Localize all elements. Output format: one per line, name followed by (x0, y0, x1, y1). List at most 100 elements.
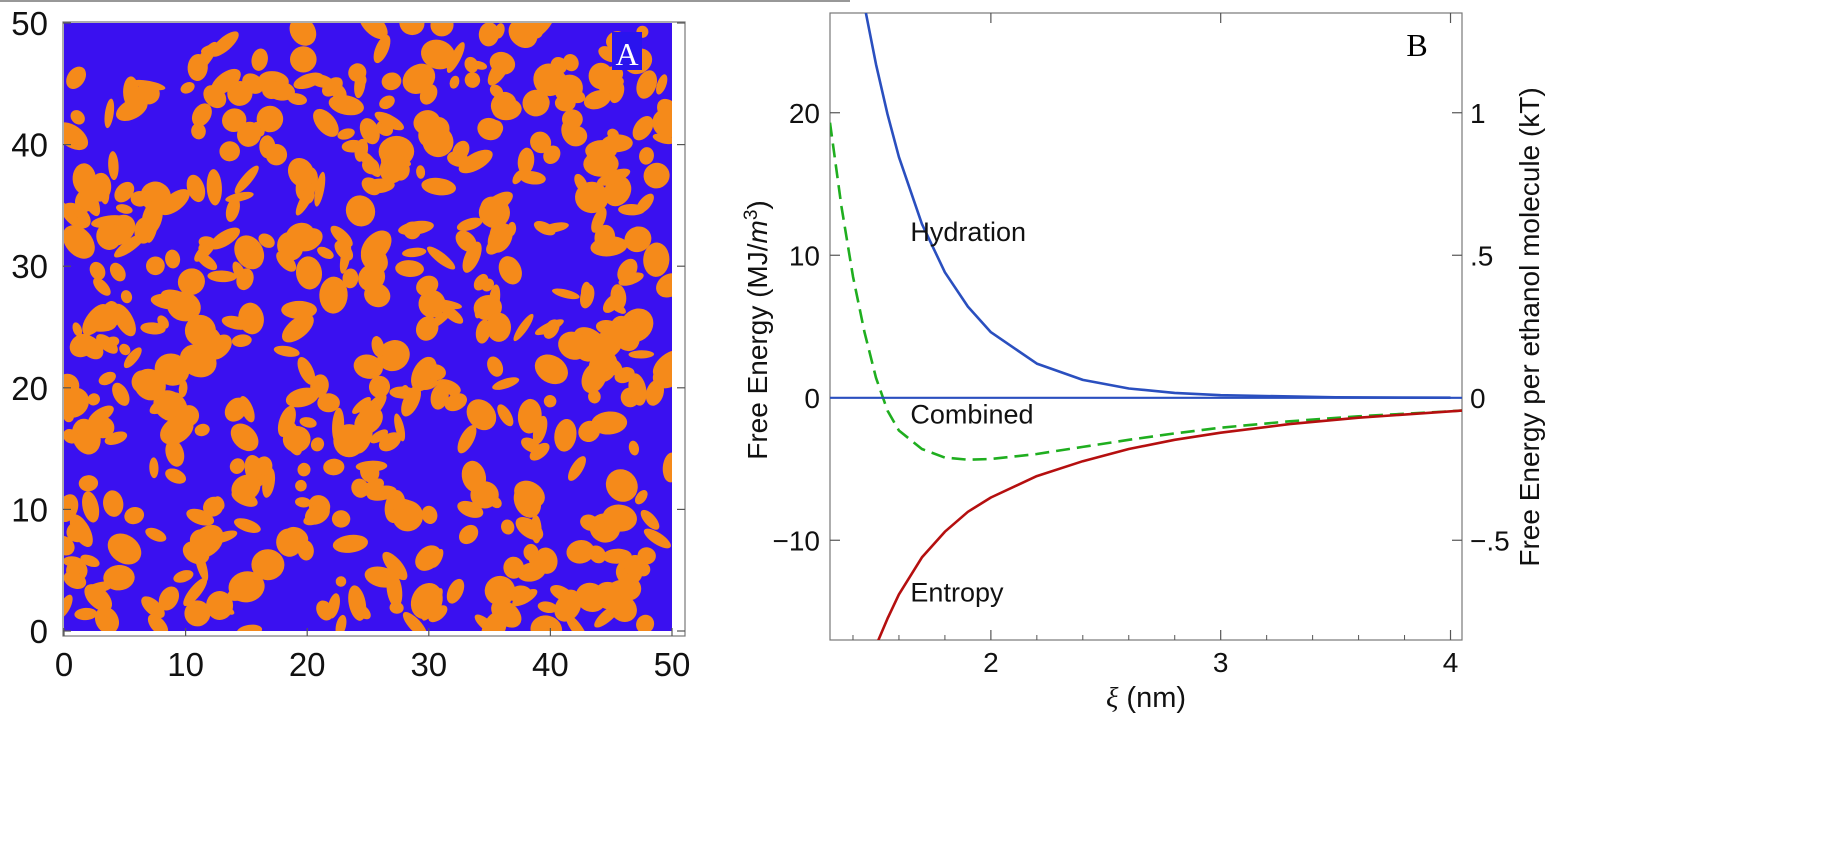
phase-b-domain (581, 361, 607, 394)
phase-b-domain (334, 240, 354, 261)
phase-b-domain (610, 315, 640, 352)
phase-b-domain (236, 624, 263, 631)
phase-b-domain (64, 122, 89, 151)
phase-b-domain (461, 460, 487, 493)
phase-b-domain (165, 439, 185, 467)
y-axis-label-left: Free Energy (MJ/m3) (741, 200, 773, 460)
y-tick-right-label: 1 (1470, 98, 1486, 129)
phase-b-domain (643, 528, 671, 549)
phase-b-domain (149, 457, 159, 479)
phase-b-domain (80, 554, 100, 568)
panel-b-series-labels: Hydration Combined Entropy (910, 217, 1033, 608)
phase-b-domain (141, 200, 163, 236)
phase-b-domain (449, 75, 460, 89)
phase-b-domain (452, 140, 470, 161)
phase-b-domain (79, 182, 101, 217)
y-tick-label: 0 (804, 383, 820, 414)
phase-b-domain (466, 399, 497, 431)
phase-b-domain (147, 614, 169, 631)
phase-b-domain (471, 60, 488, 70)
phase-b-domain (643, 162, 670, 189)
phase-b-domain (321, 77, 343, 97)
phase-b-domain (398, 220, 434, 236)
y-tick-right-label: 0 (1470, 383, 1486, 414)
phase-b-domain (492, 98, 522, 121)
phase-b-domain (224, 397, 248, 422)
panel-b-frame (829, 12, 1463, 641)
phase-b-domain (533, 90, 550, 108)
phase-b-domain (579, 284, 595, 309)
phase-b-domain (382, 551, 408, 581)
phase-b-domain (98, 371, 116, 386)
phase-b-domain (173, 570, 194, 583)
phase-b-domain (186, 174, 206, 203)
phase-b-domain (415, 316, 439, 341)
phase-b-domain (351, 478, 369, 498)
y-tick-label: 20 (11, 370, 48, 407)
phase-b-domain (519, 171, 546, 185)
x-tick-label: 0 (55, 646, 73, 683)
phase-b-domain (232, 261, 247, 283)
entropy-curve (877, 409, 1462, 640)
phase-b-domain (530, 131, 552, 154)
phase-b-domain (494, 23, 505, 39)
phase-b-domain (335, 576, 347, 587)
phase-b-domain (534, 354, 568, 385)
phase-b-domain (559, 589, 580, 610)
phase-b-domain (262, 467, 276, 498)
phase-b-domain (284, 526, 309, 547)
phase-b-domain (141, 596, 165, 619)
phase-b-domain (64, 201, 81, 229)
y-tick-label: 40 (11, 127, 48, 164)
phase-b-domain (557, 606, 567, 617)
phase-b-domain (335, 614, 347, 631)
phase-b-domain (636, 614, 655, 631)
panel-a-label: A (615, 36, 638, 72)
y-axis-label-right: Free Energy per ethanol molecule (kT) (1514, 87, 1545, 566)
y-tick-label: 30 (11, 248, 48, 285)
phase-b-domain (64, 429, 79, 444)
phase-b-domain (458, 524, 479, 545)
phase-b-domain (225, 197, 240, 222)
phase-b-domain (601, 134, 633, 153)
phase-b-domain (194, 423, 210, 437)
phase-b-domain (566, 540, 595, 564)
phase-b-domain (605, 469, 638, 502)
phase-b-domain (379, 150, 412, 167)
phase-b-domain (124, 506, 145, 525)
phase-b-domain (331, 510, 351, 528)
phase-b-domain (513, 313, 534, 342)
phase-b-domain (464, 56, 479, 73)
phase-b-domain (420, 39, 456, 70)
phase-b-domain (489, 51, 516, 75)
phase-b-domain (295, 256, 323, 290)
phase-b-domain (425, 364, 446, 381)
phase-b-domain (282, 425, 311, 453)
panel-a-label-box (612, 32, 642, 70)
phase-b-domain (628, 373, 647, 406)
phase-b-domain (368, 375, 391, 398)
phase-b-domain (108, 151, 119, 181)
phase-b-domain (158, 586, 180, 611)
phase-b-domain (277, 405, 296, 438)
phase-b-domain (474, 614, 499, 631)
phase-b-domain (369, 429, 389, 444)
panel-a-heatmap: 0 10 20 30 40 50 0 10 20 30 40 50 A (11, 5, 690, 683)
phase-b-domain (317, 393, 340, 413)
phase-b-domain (166, 291, 201, 322)
phase-b-domain (191, 123, 206, 140)
phase-b-domain (418, 116, 450, 148)
phase-b-domain (295, 479, 307, 492)
panel-b-line-chart: 2 3 4 −10 0 10 20 −.5 0 .5 1 Hydration Combined Entr… (741, 12, 1545, 714)
phase-b-domain (184, 314, 216, 347)
phase-b-domain (219, 141, 240, 162)
phase-b-domain (512, 589, 538, 607)
phase-b-domain (458, 149, 493, 174)
phase-b-domain (652, 133, 672, 145)
phase-b-domain (88, 405, 114, 425)
phase-b-domain (392, 500, 424, 532)
phase-b-domain (628, 350, 655, 359)
phase-b-domain (379, 95, 395, 110)
phase-b-domain (244, 83, 262, 93)
